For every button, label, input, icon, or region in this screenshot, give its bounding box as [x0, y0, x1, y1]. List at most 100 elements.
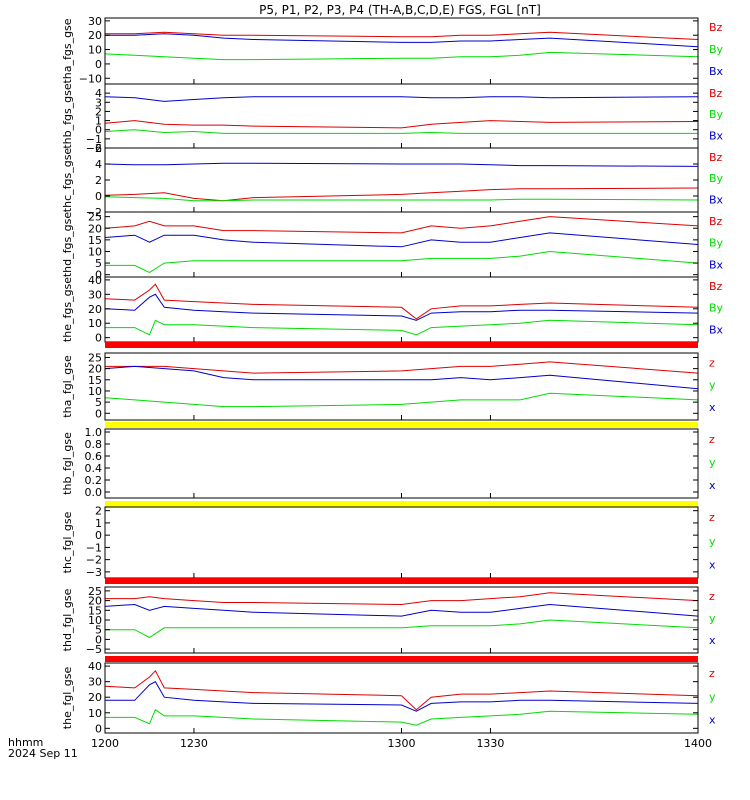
series-line-bx [104, 196, 699, 202]
legend-entry: By [709, 172, 724, 185]
y-tick-label: 0 [95, 529, 102, 542]
legend: zyx [709, 433, 716, 492]
legend-entry: x [709, 714, 716, 727]
status-bar [105, 342, 698, 348]
series-line-x [104, 392, 699, 408]
series-line-bz [105, 31, 699, 40]
series-line-y [104, 365, 699, 390]
panel-frame [104, 276, 699, 343]
legend-entry: y [709, 690, 716, 703]
panel-10: 0 10 20 30 40 the_fgl_gse zyx [61, 656, 716, 735]
y-tick-label: 3 [95, 96, 102, 109]
y-tick-label: −5 [86, 643, 102, 656]
panel-frame [104, 506, 699, 579]
y-axis-label: thb_fgs_gse [61, 83, 74, 149]
series-line-bz [104, 216, 699, 234]
status-bar [105, 656, 698, 662]
y-tick-label: 40 [88, 660, 102, 673]
y-tick-label: 0 [95, 633, 102, 646]
legend: Bz By Bx [709, 280, 724, 336]
y-tick-label: 2 [95, 105, 102, 118]
y-tick-label: −3 [86, 566, 102, 579]
y-tick-label: 6 [95, 142, 102, 155]
series-line-bx [104, 129, 698, 134]
y-tick-label: −1 [86, 133, 102, 146]
series-line-z [105, 361, 699, 374]
y-axis-label: thc_fgl_gse [61, 511, 74, 573]
y-tick-label: 20 [88, 222, 102, 235]
y-tick-label: 0 [95, 190, 102, 203]
y-tick-label: 1 [95, 115, 102, 128]
y-tick-label: 0.6 [85, 450, 103, 463]
chart-title: P5, P1, P2, P3, P4 (TH-A,B,C,D,E) FGS, F… [259, 3, 541, 17]
legend-entry: Bz [709, 21, 723, 34]
legend-entry: x [709, 401, 716, 414]
y-axis-label: thc_fgs_gse [61, 148, 74, 213]
series-line-x [105, 708, 699, 726]
legend-entry: Bx [709, 129, 724, 142]
series-line-y [105, 681, 699, 712]
series-line-y [104, 603, 699, 617]
y-tick-label: −10 [79, 72, 102, 85]
y-tick-label: 10 [88, 614, 102, 627]
y-tick-label: 0 [95, 722, 102, 735]
panel-frame [104, 83, 699, 149]
y-tick-label: 5 [95, 396, 102, 409]
series-line-by [104, 120, 699, 129]
y-axis-label: tha_fgl_gse [61, 355, 74, 418]
series-line-z [105, 592, 699, 606]
y-axis-label: the_fgs_gse [61, 277, 74, 342]
legend-entry: z [709, 356, 715, 369]
y-tick-label: 0 [95, 332, 102, 345]
panel-frame [104, 586, 699, 654]
y-tick-label: 20 [88, 29, 102, 42]
y-tick-label: 25 [88, 211, 102, 224]
y-tick-label: 20 [88, 691, 102, 704]
y-tick-label: 10 [88, 44, 102, 57]
legend-entry: Bz [709, 151, 723, 164]
y-tick-label: 20 [88, 595, 102, 608]
x-tick-label: 1300 [388, 737, 416, 750]
legend-entry: By [709, 302, 724, 315]
legend-entry: x [709, 634, 716, 647]
series-line-bz [104, 283, 699, 320]
legend: zyx [709, 667, 716, 727]
y-axis-label: thd_fgs_gse [61, 212, 74, 278]
panel-frame [104, 211, 699, 278]
legend-entry: y [709, 379, 716, 392]
legend-entry: z [709, 667, 715, 680]
y-tick-label: 15 [88, 604, 102, 617]
y-tick-label: 40 [88, 274, 102, 287]
series-line-by [105, 33, 699, 48]
series-line-z [104, 669, 699, 711]
y-tick-label: 1.0 [85, 426, 103, 439]
y-tick-label: 15 [88, 374, 102, 387]
y-tick-label: 4 [95, 87, 102, 100]
legend: Bz By Bx [709, 215, 724, 271]
y-tick-label: 10 [88, 317, 102, 330]
y-tick-label: 5 [95, 257, 102, 270]
y-tick-label: 10 [88, 245, 102, 258]
legend: Bz By Bx [709, 87, 724, 143]
legend: Bz By Bx [709, 151, 724, 207]
panel-7: 0.00.20.40.60.81.0 thb_fgl_gse zyx [61, 422, 716, 499]
legend-entry: Bx [709, 193, 724, 206]
series-line-x [105, 619, 699, 639]
y-tick-label: 0 [95, 269, 102, 282]
legend-entry: z [709, 433, 715, 446]
series-line-bx [104, 51, 699, 61]
legend-entry: z [709, 590, 715, 603]
y-tick-label: −2 [86, 142, 102, 155]
series-line-bz [104, 96, 699, 102]
panel-frame [104, 147, 699, 213]
y-tick-label: −2 [86, 554, 102, 567]
x-tick-label: 1230 [180, 737, 208, 750]
legend-entry: Bx [709, 65, 724, 78]
